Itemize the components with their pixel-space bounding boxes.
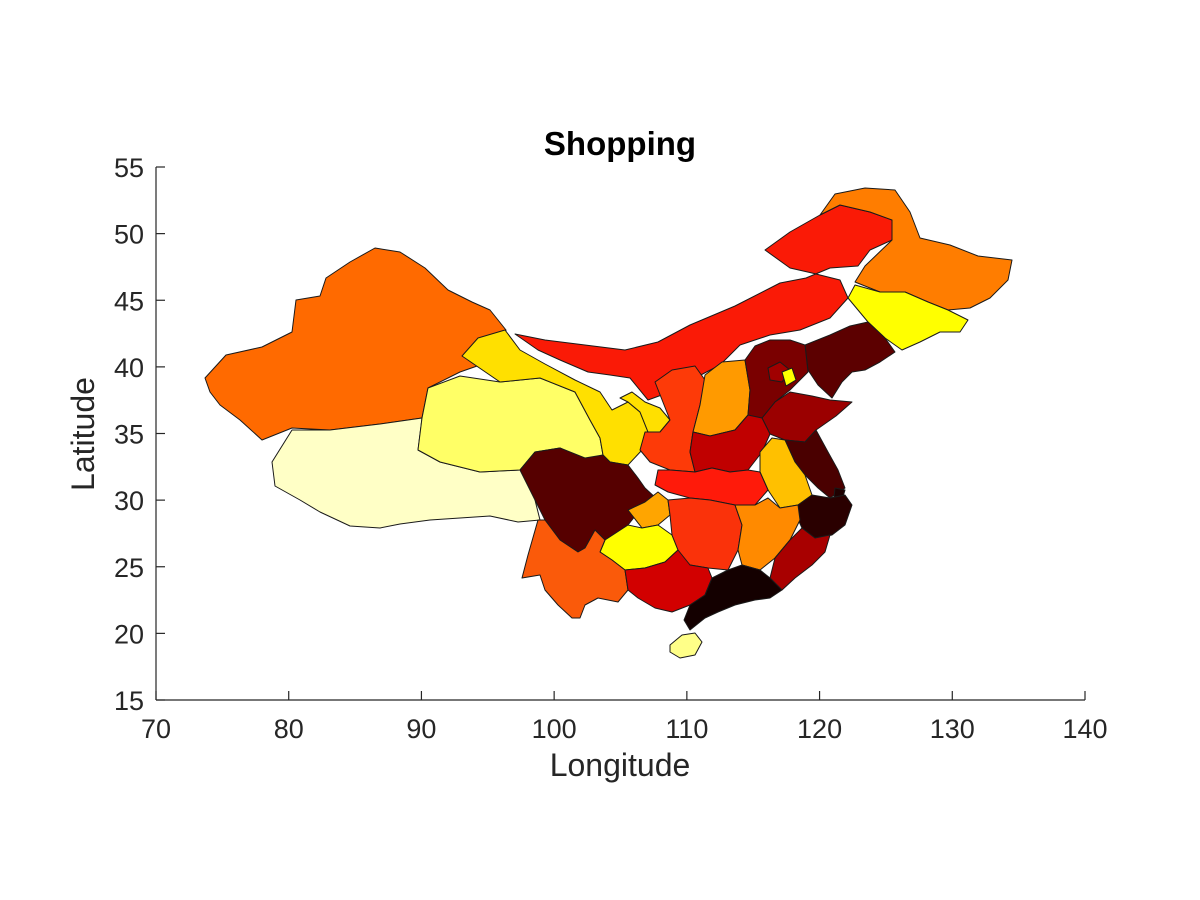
x-tick-label: 80: [274, 714, 304, 744]
x-tick-label: 140: [1062, 714, 1107, 744]
region-zhejiang: [795, 494, 853, 539]
y-axis-label: Latitude: [65, 377, 101, 491]
x-tick-label: 90: [406, 714, 436, 744]
axes: 70 80 90 100 110 120 130 140 15 20 25 30 35 40 45 50 55: [114, 153, 1108, 744]
x-tick-label: 70: [141, 714, 171, 744]
map-regions: [204, 187, 1013, 659]
y-tick-label: 40: [114, 353, 144, 383]
y-tick-label: 50: [114, 220, 144, 250]
y-tick-label: 35: [114, 420, 144, 450]
region-hubei: [654, 467, 769, 506]
y-tick-label: 30: [114, 486, 144, 516]
region-inner-mongolia: [514, 204, 893, 401]
y-tick-label: 15: [114, 686, 144, 716]
y-tick-label: 25: [114, 553, 144, 583]
x-tick-label: 100: [532, 714, 577, 744]
region-hainan: [669, 632, 703, 659]
x-tick-label: 130: [930, 714, 975, 744]
region-tianjin: [781, 367, 797, 387]
region-liaoning: [804, 321, 896, 399]
x-axis-label: Longitude: [550, 747, 691, 783]
region-jilin: [847, 284, 969, 351]
region-xinjiang: [204, 247, 507, 441]
y-tick-label: 55: [114, 153, 144, 183]
region-guangdong: [683, 564, 783, 631]
x-tick-label: 120: [797, 714, 842, 744]
x-tick-label: 110: [665, 714, 708, 744]
y-tick-label: 45: [114, 286, 144, 316]
region-yunnan: [521, 519, 629, 619]
region-shandong: [761, 391, 853, 443]
region-heilongjiang: [819, 187, 1013, 311]
chart-title: Shopping: [544, 125, 696, 162]
y-tick-label: 20: [114, 619, 144, 649]
